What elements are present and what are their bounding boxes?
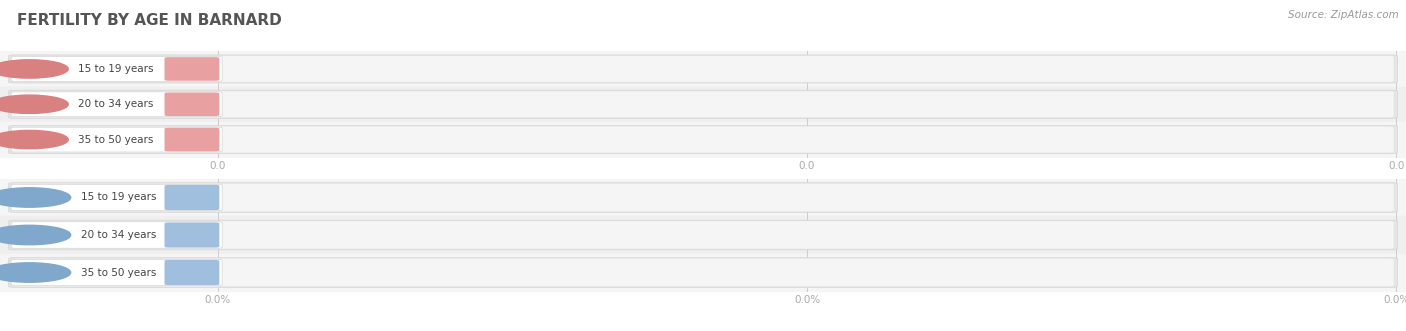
Bar <box>0 51 1406 87</box>
FancyBboxPatch shape <box>165 57 219 81</box>
FancyBboxPatch shape <box>165 185 219 210</box>
Text: 0.0%: 0.0% <box>205 295 231 305</box>
Text: 0.0%: 0.0% <box>794 295 820 305</box>
Text: 20 to 34 years: 20 to 34 years <box>79 99 153 109</box>
Text: 0.0: 0.0 <box>183 64 201 74</box>
Ellipse shape <box>0 95 69 114</box>
FancyBboxPatch shape <box>11 259 222 286</box>
Text: 35 to 50 years: 35 to 50 years <box>80 267 156 277</box>
Bar <box>0 254 1406 291</box>
Bar <box>0 87 1406 122</box>
Text: 0.0%: 0.0% <box>179 267 205 277</box>
FancyBboxPatch shape <box>8 220 1398 250</box>
FancyBboxPatch shape <box>11 184 222 211</box>
Ellipse shape <box>0 60 69 78</box>
Text: 0.0%: 0.0% <box>1384 295 1406 305</box>
Text: 0.0: 0.0 <box>183 135 201 145</box>
FancyBboxPatch shape <box>11 127 222 152</box>
Text: 15 to 19 years: 15 to 19 years <box>79 64 153 74</box>
Bar <box>0 122 1406 157</box>
FancyBboxPatch shape <box>8 183 1398 212</box>
Bar <box>0 179 1406 216</box>
FancyBboxPatch shape <box>8 90 1398 118</box>
Text: 0.0%: 0.0% <box>179 230 205 240</box>
Ellipse shape <box>0 263 70 282</box>
FancyBboxPatch shape <box>11 92 222 117</box>
Ellipse shape <box>0 188 70 207</box>
FancyBboxPatch shape <box>165 128 219 151</box>
Text: Source: ZipAtlas.com: Source: ZipAtlas.com <box>1288 10 1399 20</box>
Text: 0.0%: 0.0% <box>179 193 205 203</box>
FancyBboxPatch shape <box>11 222 222 248</box>
FancyBboxPatch shape <box>13 56 1393 82</box>
FancyBboxPatch shape <box>11 57 222 81</box>
Text: 15 to 19 years: 15 to 19 years <box>80 193 156 203</box>
Text: 0.0: 0.0 <box>799 161 815 170</box>
Text: 0.0: 0.0 <box>1388 161 1405 170</box>
FancyBboxPatch shape <box>165 222 219 248</box>
FancyBboxPatch shape <box>165 92 219 116</box>
Text: FERTILITY BY AGE IN BARNARD: FERTILITY BY AGE IN BARNARD <box>17 13 281 28</box>
Text: 0.0: 0.0 <box>209 161 226 170</box>
FancyBboxPatch shape <box>13 184 1393 211</box>
FancyBboxPatch shape <box>8 55 1398 83</box>
Text: 35 to 50 years: 35 to 50 years <box>79 135 153 145</box>
Ellipse shape <box>0 130 69 149</box>
Ellipse shape <box>0 225 70 245</box>
Text: 0.0: 0.0 <box>183 99 201 109</box>
FancyBboxPatch shape <box>13 126 1393 153</box>
FancyBboxPatch shape <box>8 125 1398 154</box>
FancyBboxPatch shape <box>13 221 1393 249</box>
FancyBboxPatch shape <box>8 258 1398 287</box>
Text: 20 to 34 years: 20 to 34 years <box>80 230 156 240</box>
Bar <box>0 216 1406 254</box>
FancyBboxPatch shape <box>165 260 219 285</box>
FancyBboxPatch shape <box>13 259 1393 286</box>
FancyBboxPatch shape <box>13 91 1393 117</box>
